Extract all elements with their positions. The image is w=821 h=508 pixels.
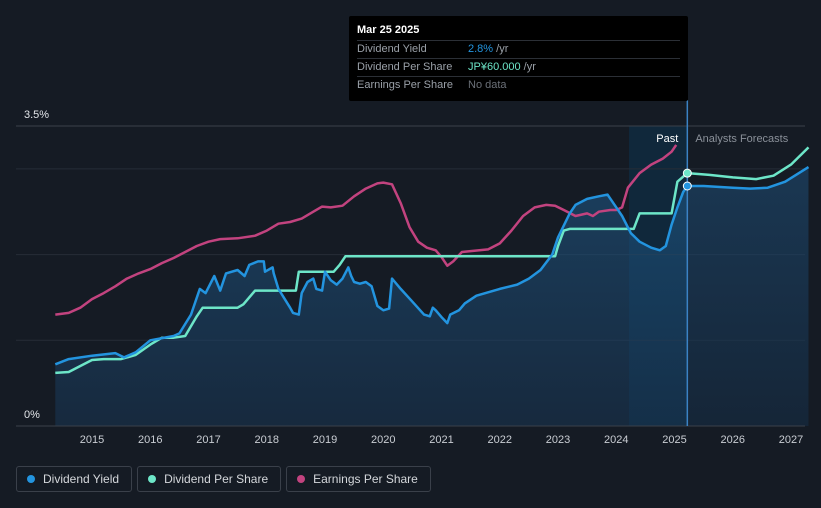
x-tick-label: 2017 [196, 434, 220, 446]
legend-dot [297, 475, 306, 483]
tooltip-row-dividend-yield: Dividend Yield 2.8% /yr [357, 40, 680, 58]
marker-dividend-yield [682, 181, 692, 191]
legend-label: Earnings Per Share [313, 472, 418, 486]
x-tick-label: 2016 [138, 434, 162, 446]
tooltip-date: Mar 25 2025 [357, 24, 420, 36]
x-tick-label: 2026 [721, 434, 745, 446]
y-tick-label: 3.5% [24, 109, 49, 121]
x-tick-label: 2024 [604, 434, 628, 446]
tooltip-suffix: /yr [520, 61, 536, 73]
x-tick-label: 2027 [779, 434, 803, 446]
legend-label: Dividend Yield [43, 472, 120, 486]
tooltip-suffix: /yr [493, 43, 509, 55]
chart-legend: Dividend Yield Dividend Per Share Earnin… [16, 466, 431, 492]
legend-item-dividend-per-share[interactable]: Dividend Per Share [137, 466, 282, 492]
x-tick-label: 2019 [313, 434, 337, 446]
tooltip-value: 2.8% [468, 43, 494, 55]
x-tick-label: 2025 [662, 434, 686, 446]
tooltip-value: No data [468, 79, 507, 91]
past-region-label: Past [656, 133, 678, 145]
legend-dot [27, 475, 35, 483]
hover-tooltip: Mar 25 2025 Dividend Yield 2.8% /yr Divi… [349, 16, 688, 101]
x-tick-label: 2020 [371, 434, 395, 446]
legend-item-earnings-per-share[interactable]: Earnings Per Share [286, 466, 431, 492]
x-tick-label: 2015 [80, 434, 104, 446]
dividend-yield-area [55, 186, 688, 426]
tooltip-label: Dividend Yield [357, 43, 427, 55]
forecast-region-label: Analysts Forecasts [695, 133, 788, 145]
y-tick-label: 0% [24, 409, 40, 421]
tooltip-value: JP¥60.000 [468, 61, 521, 73]
marker-dividend-per-share [682, 168, 692, 178]
forecast-area [687, 167, 809, 426]
legend-item-dividend-yield[interactable]: Dividend Yield [16, 466, 133, 492]
tooltip-row-dividend-per-share: Dividend Per Share JP¥60.000 /yr [357, 58, 680, 76]
tooltip-row-earnings-per-share: Earnings Per Share No data [357, 76, 680, 94]
x-tick-label: 2021 [429, 434, 453, 446]
legend-label: Dividend Per Share [164, 472, 269, 486]
series-line-dividend-yield [54, 166, 810, 366]
tooltip-label: Earnings Per Share [357, 79, 453, 91]
series-line-earnings-per-share [55, 144, 678, 316]
legend-dot [148, 475, 157, 483]
tooltip-label: Dividend Per Share [357, 61, 453, 73]
x-tick-label: 2022 [488, 434, 512, 446]
x-tick-label: 2023 [546, 434, 570, 446]
x-tick-label: 2018 [255, 434, 279, 446]
